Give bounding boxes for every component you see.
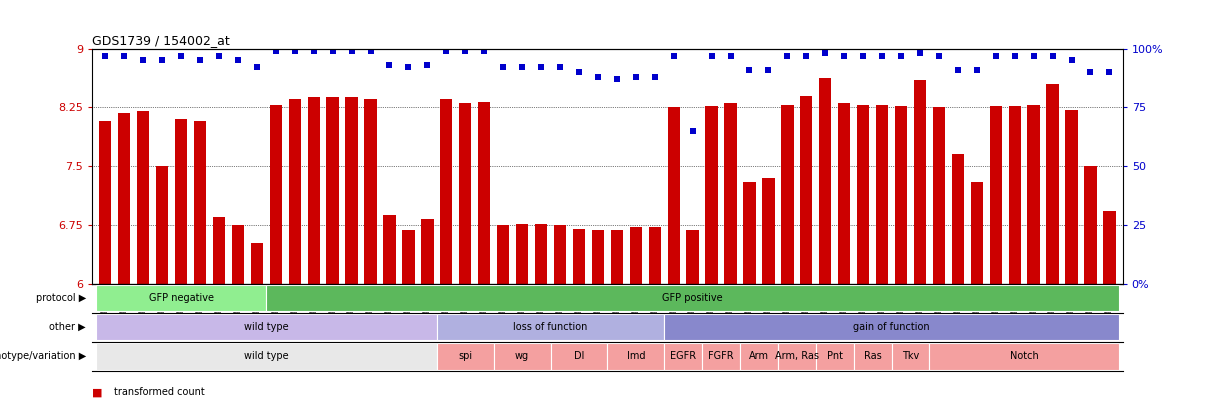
Bar	[573, 229, 585, 284]
Bar	[437, 343, 493, 369]
Bar	[744, 182, 756, 284]
Text: GFP negative: GFP negative	[148, 293, 213, 303]
Bar	[854, 343, 892, 369]
Bar	[402, 230, 415, 284]
Bar	[1103, 211, 1115, 284]
Bar	[493, 343, 551, 369]
Bar	[266, 285, 1119, 311]
Bar	[326, 97, 339, 284]
Bar	[820, 78, 832, 284]
Bar	[1009, 106, 1021, 284]
Bar	[96, 314, 437, 340]
Bar	[838, 103, 850, 284]
Text: Pnt: Pnt	[827, 352, 843, 361]
Text: EGFR: EGFR	[670, 352, 696, 361]
Text: loss of function: loss of function	[513, 322, 588, 332]
Text: spi: spi	[458, 352, 472, 361]
Text: GDS1739 / 154002_at: GDS1739 / 154002_at	[92, 34, 229, 47]
Bar	[1065, 110, 1077, 284]
Text: transformed count: transformed count	[114, 387, 205, 397]
Bar	[383, 215, 395, 284]
Text: other ▶: other ▶	[49, 322, 86, 332]
Text: wg: wg	[515, 352, 529, 361]
Bar	[421, 219, 433, 284]
Bar	[706, 106, 718, 284]
Bar	[649, 227, 661, 284]
Text: genotype/variation ▶: genotype/variation ▶	[0, 352, 86, 361]
Bar	[892, 343, 930, 369]
Bar	[629, 227, 642, 284]
Text: wild type: wild type	[244, 322, 288, 332]
Text: Notch: Notch	[1010, 352, 1038, 361]
Bar	[664, 343, 702, 369]
Bar	[346, 97, 358, 284]
Bar	[930, 343, 1119, 369]
Bar	[607, 343, 664, 369]
Bar	[553, 225, 566, 283]
Bar	[308, 97, 320, 284]
Text: Ras: Ras	[864, 352, 881, 361]
Bar	[232, 225, 244, 283]
Text: Dl: Dl	[574, 352, 584, 361]
Bar	[440, 100, 453, 284]
Bar	[933, 107, 945, 284]
Bar	[96, 343, 437, 369]
Bar	[288, 100, 301, 284]
Text: Arm, Ras: Arm, Ras	[774, 352, 818, 361]
Bar	[611, 230, 623, 284]
Bar	[535, 224, 547, 284]
Bar	[1047, 84, 1059, 284]
Bar	[1085, 166, 1097, 284]
Bar	[175, 119, 188, 284]
Bar	[479, 102, 491, 284]
Bar	[551, 343, 607, 369]
Text: FGFR: FGFR	[708, 352, 734, 361]
Bar	[800, 96, 812, 284]
Bar	[137, 111, 150, 284]
Bar	[270, 105, 282, 284]
Bar	[212, 217, 225, 284]
Bar	[876, 105, 888, 284]
Bar	[96, 285, 266, 311]
Bar	[971, 182, 983, 284]
Bar	[762, 178, 774, 284]
Bar	[740, 343, 778, 369]
Bar	[459, 103, 471, 284]
Bar	[515, 224, 529, 284]
Bar	[194, 122, 206, 284]
Bar	[816, 343, 854, 369]
Text: protocol ▶: protocol ▶	[36, 293, 86, 303]
Text: Imd: Imd	[627, 352, 645, 361]
Bar	[437, 314, 664, 340]
Bar	[702, 343, 740, 369]
Bar	[686, 230, 699, 284]
Bar	[990, 106, 1002, 284]
Bar	[894, 106, 907, 284]
Text: Arm: Arm	[748, 352, 769, 361]
Bar	[364, 99, 377, 284]
Bar	[156, 166, 168, 284]
Text: wild type: wild type	[244, 352, 288, 361]
Bar	[591, 230, 604, 284]
Bar	[778, 343, 816, 369]
Bar	[497, 225, 509, 283]
Bar	[782, 105, 794, 284]
Text: ■: ■	[92, 387, 103, 397]
Bar	[724, 103, 736, 284]
Text: gain of function: gain of function	[853, 322, 930, 332]
Bar	[250, 243, 263, 284]
Text: Tkv: Tkv	[902, 352, 919, 361]
Bar	[952, 154, 964, 284]
Bar	[118, 113, 130, 284]
Text: GFP positive: GFP positive	[663, 293, 723, 303]
Bar	[1027, 105, 1039, 284]
Bar	[664, 314, 1119, 340]
Bar	[667, 107, 680, 284]
Bar	[914, 80, 926, 283]
Bar	[856, 105, 869, 284]
Bar	[99, 122, 112, 284]
